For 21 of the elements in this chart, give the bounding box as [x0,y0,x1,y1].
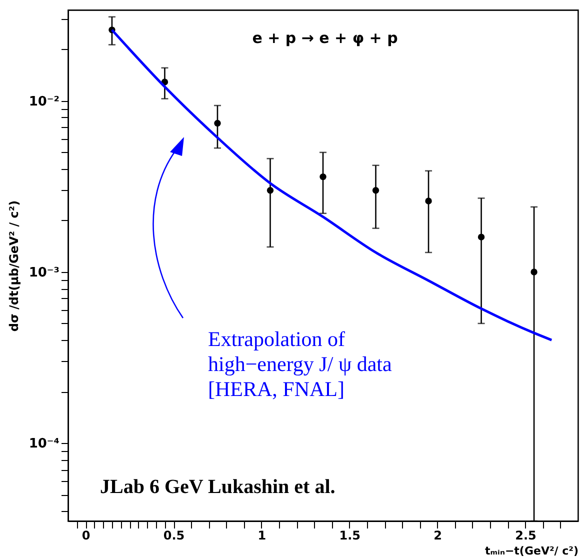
x-tick-label: 1.5 [339,528,361,542]
point [372,187,380,194]
annotation: Extrapolation of high−energy J/ ψ data [HERA, FNAL] [208,327,392,401]
point [320,173,326,180]
x-axis-title: tₘᵢₙ−t(GeV²/ c²) [484,544,578,558]
y-tick-label: 10⁻⁴ [28,436,60,452]
point [425,198,432,204]
point [478,234,485,240]
annotation: JLab 6 GeV Lukashin et al. [100,476,336,498]
annotation: e + p → e + φ + p [252,29,398,47]
x-tick-label: 2 [434,528,442,542]
x-tick-label: 1 [258,528,266,542]
x-tick-label: 0.5 [163,528,185,542]
point [530,268,538,276]
point [214,120,221,127]
point [266,187,274,194]
y-axis-title: dσ /dt(μb/GeV² / c²) [6,200,21,332]
x-tick-label: 2.5 [515,528,536,542]
y-tick-label: 10⁻² [28,94,60,110]
x-tick-label: 0 [82,528,90,542]
y-tick-label: 10⁻³ [28,265,60,280]
